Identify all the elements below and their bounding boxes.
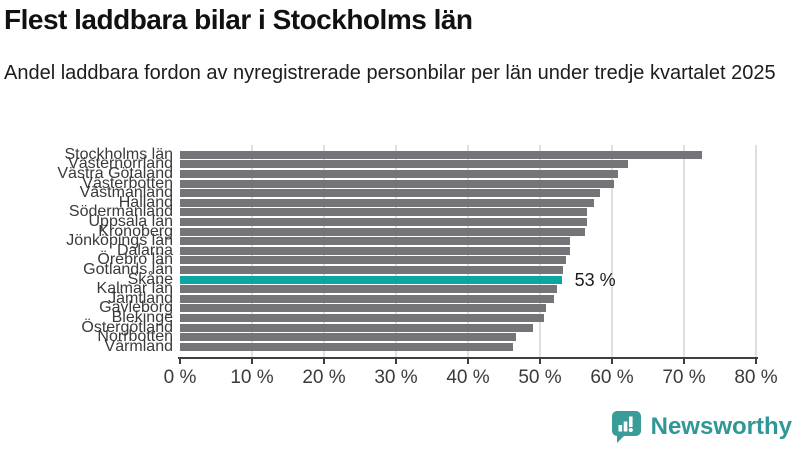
category-label: Norrbotten <box>97 328 173 346</box>
x-axis-tick <box>467 357 469 364</box>
category-label: Gotlands län <box>83 260 173 278</box>
bar-dalarna <box>180 246 570 255</box>
x-axis-tick <box>323 357 325 364</box>
x-axis-tick-label: 0 % <box>163 367 197 388</box>
x-axis-tick-label: 40 % <box>446 367 490 388</box>
category-label: Västmanland <box>79 184 173 202</box>
bar-norrbotten <box>180 333 516 342</box>
bar-västra-götaland <box>180 169 618 178</box>
category-label: Jämtland <box>108 289 173 307</box>
bar-kronoberg <box>180 227 585 236</box>
bar-örebro-län <box>180 256 566 265</box>
newsworthy-logo-icon <box>610 408 643 446</box>
x-axis-tick <box>395 357 397 364</box>
x-axis-tick <box>755 357 757 364</box>
bar-stockholms-län <box>180 150 702 159</box>
bar-jämtland <box>180 294 555 303</box>
x-axis-tick <box>611 357 613 364</box>
category-label: Södermanland <box>68 203 173 221</box>
bar-kalmar-län <box>180 285 558 294</box>
category-label: Västra Götaland <box>57 164 173 182</box>
x-axis-tick-label: 50 % <box>518 367 562 388</box>
category-label: Västerbotten <box>82 174 173 192</box>
bar-östergötland <box>180 323 533 332</box>
bar-uppsala-län <box>180 217 587 226</box>
page-title: Flest laddbara bilar i Stockholms län <box>4 4 473 35</box>
bar-gävleborg <box>180 304 547 313</box>
bar-södermanland <box>180 208 587 217</box>
x-axis-tick-label: 10 % <box>230 367 274 388</box>
gridline <box>755 145 757 358</box>
gridline <box>683 145 685 358</box>
category-label: Kalmar län <box>96 280 173 298</box>
category-label: Jönköpings län <box>66 232 173 250</box>
bar-västmanland <box>180 189 601 198</box>
category-label: Halland <box>118 193 173 211</box>
brand-footer: Newsworthy <box>610 408 792 446</box>
bar-blekinge <box>180 313 544 322</box>
page-subtitle: Andel laddbara fordon av nyregistrerade … <box>4 62 776 84</box>
x-axis-tick-label: 70 % <box>662 367 706 388</box>
bar-jönköpings-län <box>180 237 571 246</box>
x-axis-tick-label: 20 % <box>302 367 346 388</box>
category-label: Blekinge <box>111 308 173 326</box>
x-axis-tick-label: 60 % <box>590 367 634 388</box>
category-label: Kronoberg <box>98 222 173 240</box>
x-axis-tick-label: 30 % <box>374 367 418 388</box>
brand-name: Newsworthy <box>650 413 792 440</box>
category-label: Värmland <box>104 337 173 355</box>
bar-värmland <box>180 342 514 351</box>
x-axis-tick-label: 80 % <box>734 367 778 388</box>
bar-västernorrland <box>180 160 628 169</box>
x-axis-tick <box>179 357 181 364</box>
category-label: Gävleborg <box>99 299 173 317</box>
x-axis-tick <box>683 357 685 364</box>
category-label: Stockholms län <box>64 145 174 163</box>
category-label: Uppsala län <box>88 212 174 230</box>
bar-gotlands-län <box>180 265 564 274</box>
highlight-value-label: 53 % <box>574 269 616 290</box>
category-label: Dalarna <box>116 241 173 259</box>
bar-halland <box>180 198 594 207</box>
category-label: Västernorrland <box>68 155 173 173</box>
category-label: Skåne <box>127 270 173 288</box>
bar-västerbotten <box>180 179 615 188</box>
gridline <box>611 145 613 358</box>
category-label: Örebro län <box>97 251 173 269</box>
category-label: Östergötland <box>81 318 173 336</box>
bar-skåne <box>180 275 562 284</box>
x-axis-tick <box>539 357 541 364</box>
x-axis-tick <box>251 357 253 364</box>
